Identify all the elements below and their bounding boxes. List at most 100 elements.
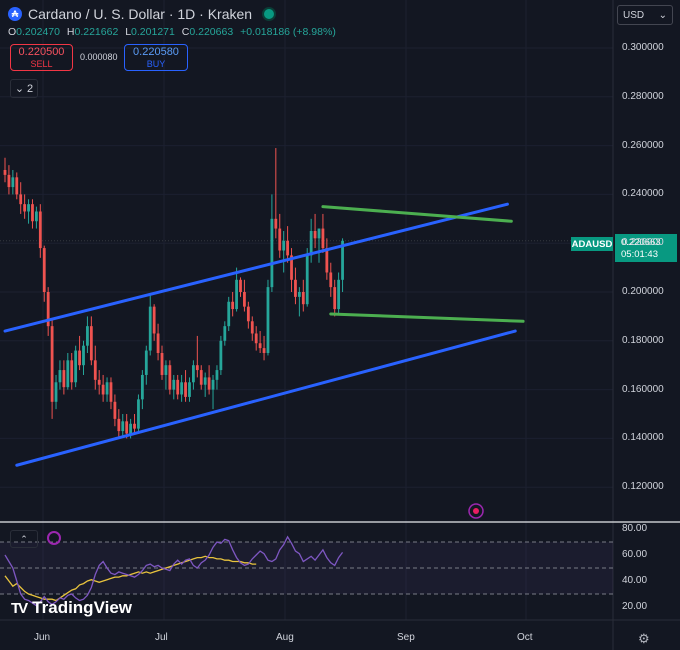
candle-body — [262, 348, 266, 353]
symbol-title: Cardano / U. S. Dollar · 1D · Kraken — [28, 6, 253, 22]
buy-button[interactable]: 0.220580 BUY — [124, 44, 188, 71]
candle-body — [129, 423, 132, 434]
gear-icon[interactable]: ⚙ — [638, 631, 650, 646]
candle-body — [160, 353, 164, 375]
candle — [195, 335, 199, 378]
indicators-collapse-button[interactable]: ⌄ 2 — [10, 79, 38, 98]
candle — [70, 353, 74, 390]
price-tick-label: 0.220000 — [622, 237, 664, 249]
candle — [325, 238, 329, 280]
rsi-line — [4, 535, 344, 607]
last-price: 0.220663 — [621, 237, 661, 248]
candle — [227, 296, 231, 332]
channel-upper-line — [3, 202, 509, 333]
candle-body — [117, 418, 121, 432]
candle-body — [290, 255, 293, 280]
candle — [262, 335, 266, 361]
candle-body — [180, 382, 184, 395]
high-value: 0.221662 — [74, 26, 119, 38]
candle-body — [148, 306, 152, 351]
candle-body — [305, 255, 309, 305]
candle-body — [46, 292, 50, 327]
tradingview-logo[interactable]: TV TradingView — [11, 598, 132, 618]
time-tick-label: Sep — [397, 632, 415, 643]
candle — [286, 226, 289, 263]
event-marker-dot — [473, 508, 479, 514]
low-value: 0.201271 — [131, 26, 175, 38]
last-price-tag: 0.220663 05:01:43 — [615, 234, 677, 262]
candle — [250, 316, 254, 341]
candle — [148, 294, 152, 356]
candle — [121, 414, 125, 436]
tradingview-mark: TV — [11, 599, 28, 617]
candle — [164, 360, 168, 390]
candle — [309, 218, 313, 263]
chevron-up-icon: ⌃ — [20, 533, 28, 544]
candle-body — [266, 287, 270, 353]
candle-body — [223, 326, 227, 341]
candle-body — [341, 240, 344, 280]
candle-body — [294, 279, 297, 297]
candle — [313, 213, 317, 249]
candle-body — [86, 326, 89, 346]
rsi-indicator-icon[interactable] — [47, 531, 61, 545]
indicator-collapse-button[interactable]: ⌃ — [10, 530, 38, 548]
rsi-band — [0, 542, 613, 594]
candle — [235, 267, 238, 312]
bar-countdown: 05:01:43 — [621, 249, 658, 260]
sell-label: SELL — [30, 59, 53, 69]
candle — [133, 414, 136, 434]
candle — [11, 170, 15, 195]
candle — [239, 277, 242, 297]
candle — [290, 248, 293, 292]
candle-body — [125, 421, 129, 434]
candle — [243, 279, 246, 312]
rsi-tick-label: 40.00 — [622, 575, 648, 586]
candle-body — [243, 292, 246, 307]
time-tick-label: Oct — [517, 632, 533, 643]
candle-body — [144, 350, 148, 375]
candle — [78, 335, 81, 371]
candle-body — [219, 340, 223, 371]
candle — [337, 272, 341, 314]
candle-body — [195, 365, 199, 371]
currency-select[interactable]: USD ⌄ — [617, 5, 673, 25]
candle — [86, 316, 89, 353]
price-tick-label: 0.280000 — [622, 90, 664, 102]
candle-body — [31, 204, 34, 222]
rsi-tick-label: 80.00 — [622, 523, 648, 534]
candle-body — [70, 360, 74, 383]
candle-body — [7, 174, 11, 188]
chevron-down-icon: ⌄ — [14, 83, 25, 95]
sell-button[interactable]: 0.220500 SELL — [10, 44, 73, 71]
candle-body — [133, 423, 136, 429]
candle-body — [199, 370, 203, 385]
buy-price: 0.220580 — [133, 46, 179, 58]
time-tick-label: Jun — [34, 632, 51, 643]
candle — [54, 374, 58, 410]
candle-body — [301, 292, 305, 305]
range-top-line — [321, 205, 513, 223]
candle-body — [137, 399, 140, 429]
candle — [137, 394, 140, 432]
candle — [113, 394, 117, 427]
candle — [62, 360, 66, 395]
candle — [97, 370, 101, 395]
candle — [305, 248, 309, 307]
candle — [23, 194, 27, 219]
candle — [156, 323, 160, 361]
symbol-header[interactable]: ₳ Cardano / U. S. Dollar · 1D · Kraken — [8, 6, 277, 22]
candle — [184, 370, 187, 402]
candle — [203, 372, 207, 397]
candle — [278, 213, 282, 258]
candle-body — [78, 350, 81, 366]
open-key: O — [8, 26, 17, 38]
symbol-price-tag: ADAUSD — [571, 237, 613, 251]
buy-label: BUY — [146, 59, 166, 69]
candle-body — [38, 211, 42, 249]
candle — [172, 374, 176, 400]
candle — [266, 279, 270, 356]
candle — [105, 377, 109, 402]
candle-body — [188, 382, 191, 397]
